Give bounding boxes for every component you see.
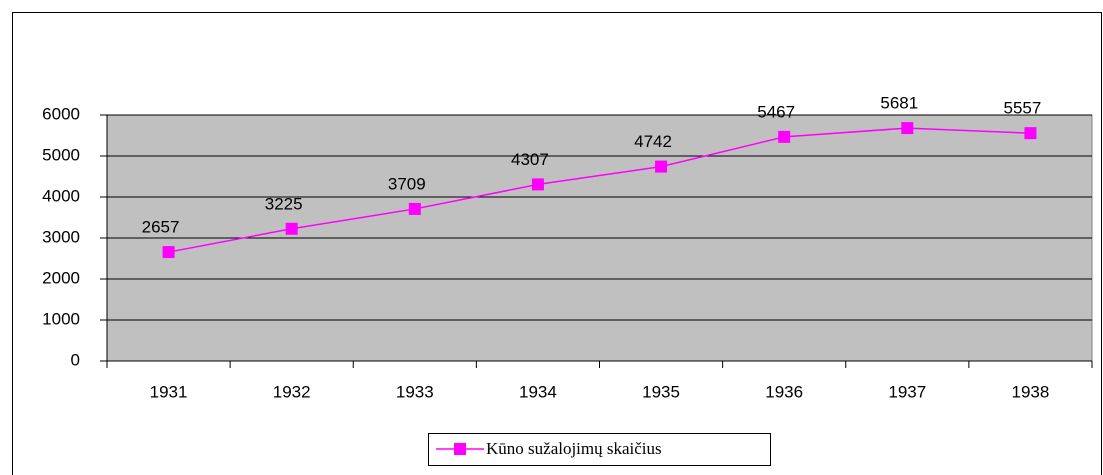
y-tick-label: 2000: [42, 268, 80, 287]
marker: [901, 122, 914, 135]
y-tick-label: 0: [71, 350, 80, 369]
x-tick-label: 1934: [519, 382, 557, 401]
y-tick-label: 4000: [42, 186, 80, 205]
x-tick-label: 1937: [888, 382, 926, 401]
legend-label: Kūno sužalojimų skaičius: [486, 439, 662, 458]
chart-border: [12, 12, 1102, 475]
data-label: 4307: [511, 150, 549, 169]
data-label: 5467: [757, 102, 795, 121]
x-tick-label: 1931: [150, 382, 188, 401]
marker: [162, 246, 175, 259]
marker: [1024, 127, 1037, 140]
marker: [655, 160, 668, 173]
x-tick-label: 1938: [1012, 382, 1050, 401]
legend-box: [428, 433, 771, 466]
data-label: 5557: [1004, 99, 1042, 118]
x-tick-label: 1933: [396, 382, 434, 401]
data-label: 2657: [142, 218, 180, 237]
x-tick-label: 1932: [273, 382, 311, 401]
data-label: 5681: [880, 94, 918, 113]
y-tick-label: 5000: [42, 145, 80, 164]
marker: [531, 178, 544, 191]
data-label: 3709: [388, 174, 426, 193]
marker: [408, 202, 421, 215]
data-label: 4742: [634, 132, 672, 151]
y-tick-label: 6000: [42, 104, 80, 123]
legend-marker: [454, 443, 466, 455]
y-tick-label: 1000: [42, 309, 80, 328]
x-tick-label: 1935: [642, 382, 680, 401]
data-label: 3225: [265, 194, 303, 213]
y-tick-label: 3000: [42, 227, 80, 246]
marker: [778, 130, 791, 143]
x-tick-label: 1936: [765, 382, 803, 401]
marker: [285, 222, 298, 235]
series-line: [168, 127, 1031, 253]
